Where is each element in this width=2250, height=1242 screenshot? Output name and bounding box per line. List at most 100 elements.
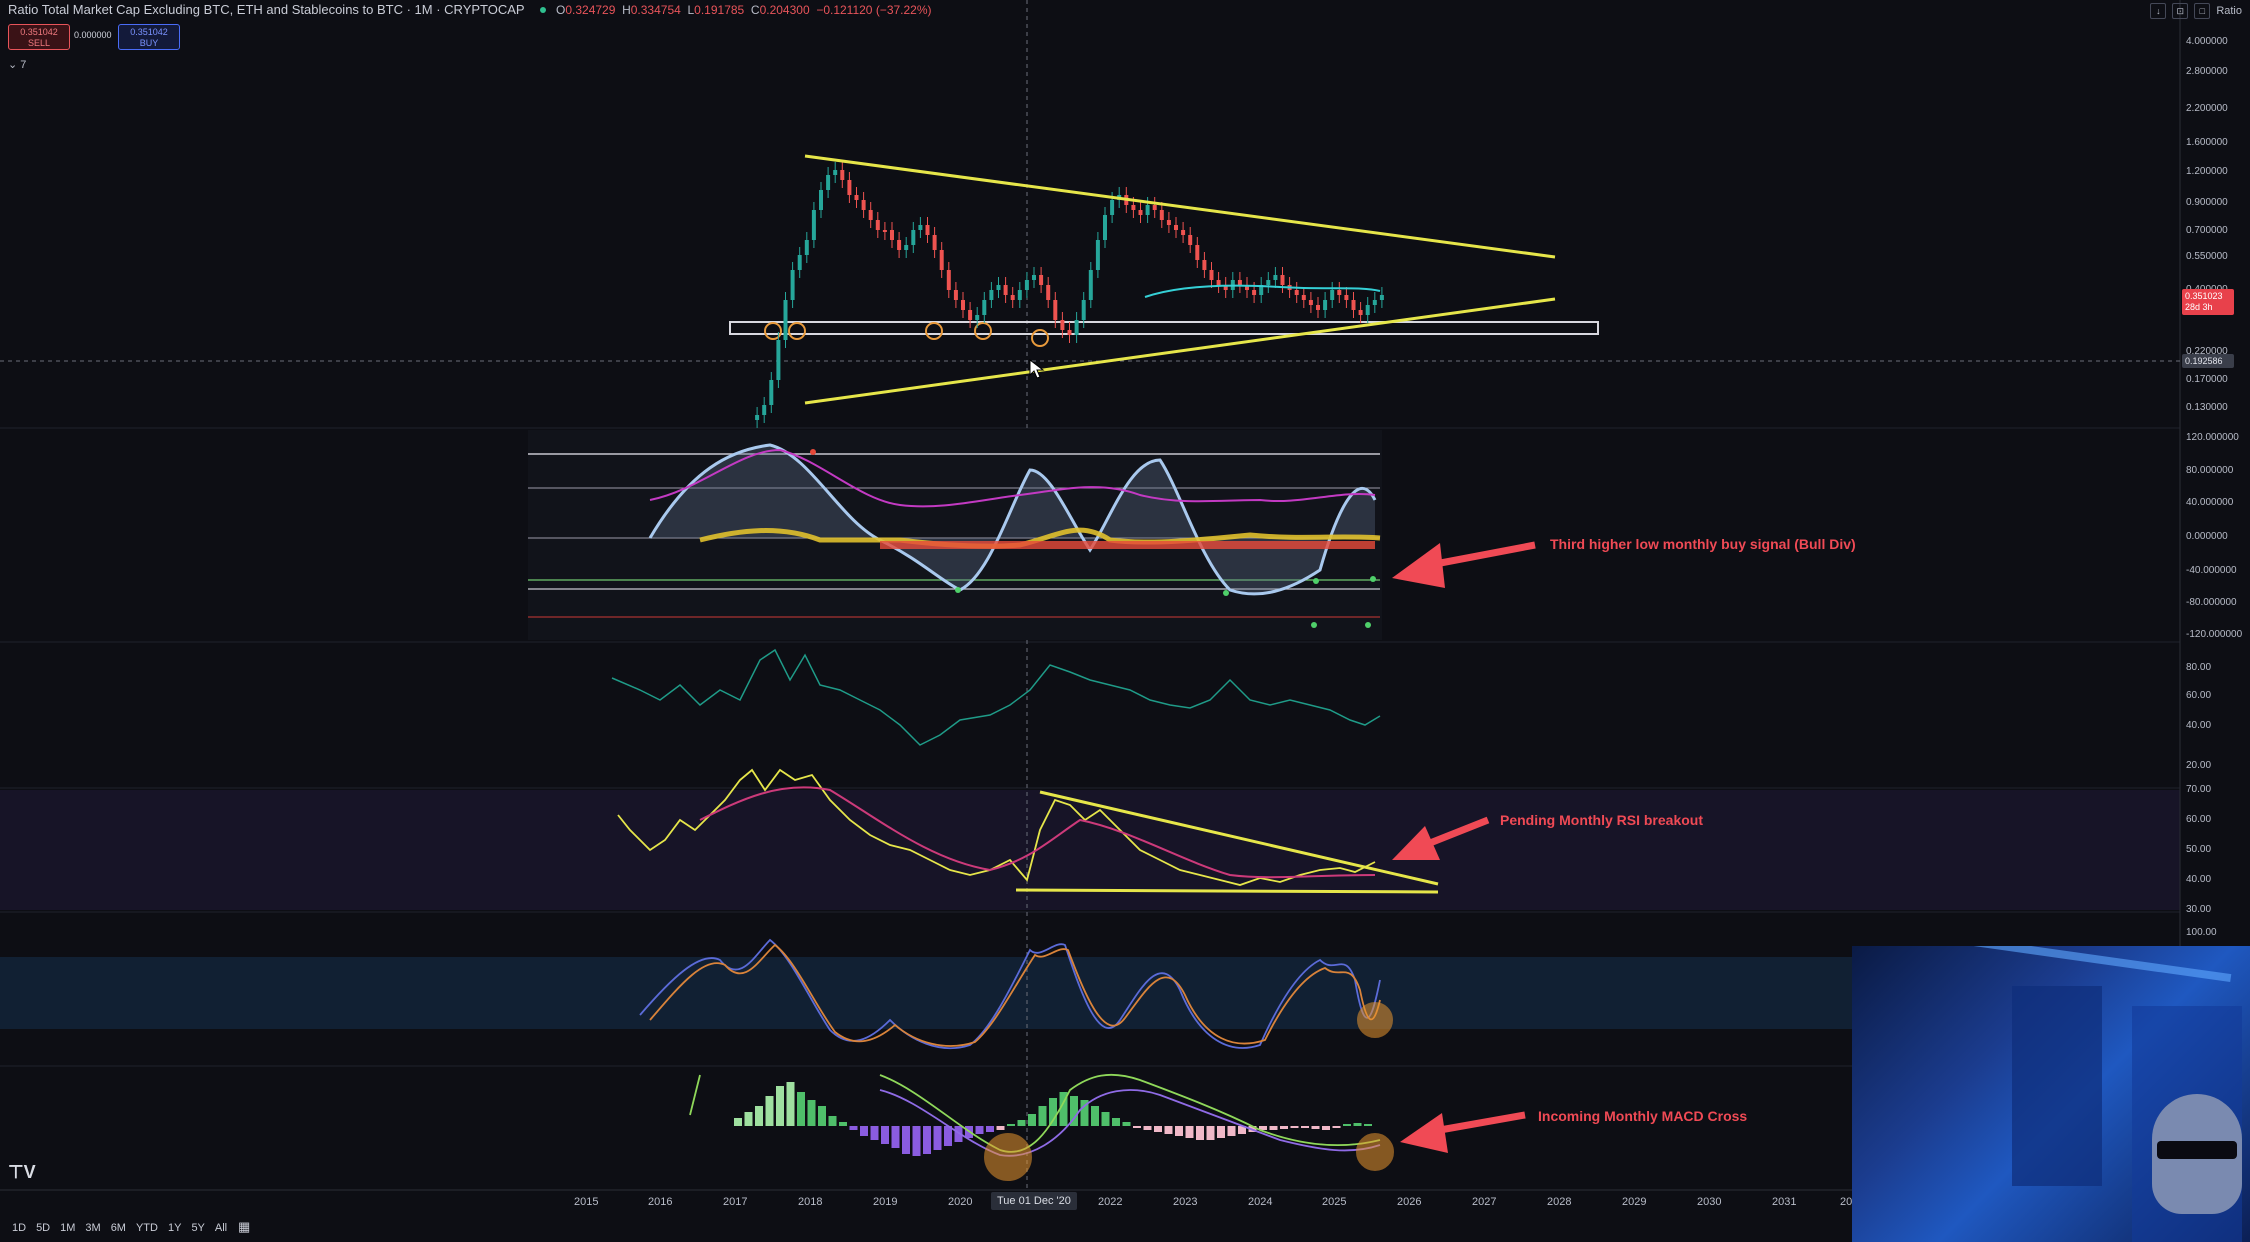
candle — [811, 210, 816, 240]
candle — [1195, 245, 1200, 260]
candle — [790, 270, 795, 300]
macd-bar — [1364, 1124, 1372, 1126]
support-touch-marker — [1031, 329, 1049, 347]
candle — [1138, 210, 1143, 215]
chart-title[interactable]: Ratio Total Market Cap Excluding BTC, ET… — [8, 2, 525, 17]
candle — [1316, 305, 1320, 310]
last-price-tag: 0.351023 28d 3h — [2182, 289, 2234, 315]
support-touch-marker — [925, 322, 943, 340]
time-axis-label: 2031 — [1772, 1196, 1797, 1208]
candle — [833, 170, 838, 175]
timeframe-6m[interactable]: 6M — [110, 1222, 126, 1234]
macd-bar — [1227, 1126, 1236, 1136]
candle — [1024, 280, 1029, 290]
macd-bar — [870, 1126, 879, 1140]
macd-bar — [902, 1126, 910, 1154]
download-icon[interactable]: ↓ — [2150, 3, 2167, 19]
candle — [1088, 270, 1093, 300]
macd-bar — [1259, 1126, 1267, 1130]
candle — [946, 270, 951, 290]
indicator-axis-label: 80.00 — [2186, 662, 2212, 673]
candle — [1294, 290, 1299, 295]
candle — [953, 290, 958, 300]
osc2-line — [611, 648, 1381, 746]
candle — [840, 170, 845, 180]
timeframe-1m[interactable]: 1M — [60, 1222, 76, 1234]
macd-bar — [1280, 1126, 1288, 1129]
timeframe-all[interactable]: All — [214, 1222, 228, 1234]
sell-button[interactable]: 0.351042 SELL — [8, 24, 70, 50]
camera-icon[interactable]: ⊡ — [2172, 3, 2189, 19]
macd-bar — [1322, 1126, 1330, 1130]
candle — [1266, 280, 1271, 285]
calendar-range-icon[interactable]: ▦ — [238, 1219, 251, 1234]
candle — [1202, 260, 1207, 270]
macd-bar — [1143, 1126, 1152, 1130]
macd-bar — [1122, 1122, 1131, 1126]
timeframe-5d[interactable]: 5D — [36, 1222, 51, 1234]
arrow-rsi-icon — [1423, 816, 1490, 849]
candle — [1372, 300, 1377, 305]
macd-bar — [1133, 1126, 1141, 1128]
candle — [1280, 275, 1285, 285]
macd-bar — [1175, 1126, 1183, 1136]
candle — [755, 415, 760, 420]
macd-bar — [1049, 1098, 1057, 1126]
tradingview-logo-icon[interactable]: ⊤V — [8, 1162, 36, 1182]
crosshair-price-tag: 0.192586 — [2182, 354, 2234, 368]
timeframe-1d[interactable]: 1D — [12, 1222, 27, 1234]
candle — [861, 200, 866, 210]
candle — [939, 250, 944, 270]
rsi-trendline — [1039, 790, 1439, 886]
time-axis-label: 2027 — [1472, 1196, 1497, 1208]
price-axis-label: 1.200000 — [2186, 166, 2228, 177]
timeframe-ytd[interactable]: YTD — [135, 1222, 158, 1234]
indicator-axis-label: 80.000000 — [2186, 465, 2234, 476]
candle — [1174, 225, 1178, 230]
price-axis-label: 0.900000 — [2186, 197, 2228, 208]
macd-bar — [975, 1126, 984, 1134]
macd-bar — [944, 1126, 952, 1146]
timeframe-1y[interactable]: 1Y — [167, 1222, 182, 1234]
candle — [1209, 270, 1214, 280]
market-status-icon — [540, 7, 546, 13]
stoch-d-line — [649, 943, 1381, 1047]
candle — [1245, 285, 1249, 290]
price-axis-label: 2.800000 — [2186, 66, 2228, 77]
candle — [1039, 275, 1044, 285]
macd-bar — [996, 1126, 1005, 1130]
indicator-axis-label: 20.00 — [2186, 760, 2212, 771]
macd-bar — [860, 1126, 868, 1136]
timeframe-5y[interactable]: 5Y — [191, 1222, 205, 1234]
candle — [1032, 275, 1036, 280]
timeframe-selector: 1D 5D 1M 3M 6M YTD 1Y 5Y All — [12, 1222, 227, 1234]
indicator-axis-label: -120.000000 — [2186, 629, 2243, 640]
rsi-line — [617, 768, 1376, 886]
candle — [1046, 285, 1051, 300]
macd-bar — [765, 1096, 774, 1126]
candle — [890, 230, 894, 240]
candle — [1237, 280, 1242, 285]
buy-button[interactable]: 0.351042 BUY — [118, 24, 180, 50]
money-flow-area — [699, 527, 1381, 549]
scale-label[interactable]: Ratio — [2216, 5, 2242, 17]
candle — [1181, 230, 1186, 235]
price-axis-label: 0.220000 — [2186, 346, 2228, 357]
rsi-ma-line — [699, 786, 1376, 879]
macd-bar — [891, 1126, 900, 1148]
fullscreen-icon[interactable]: □ — [2194, 3, 2211, 19]
timeframe-3m[interactable]: 3M — [85, 1222, 101, 1234]
time-axis-label: 2015 — [574, 1196, 599, 1208]
chart-controls: ↓ ⊡ □ Ratio — [2150, 3, 2242, 19]
time-axis-label: 2025 — [1322, 1196, 1347, 1208]
candle — [762, 405, 767, 415]
time-axis-label: 2020 — [948, 1196, 973, 1208]
indicators-toggle[interactable]: ⌄ 7 — [8, 59, 27, 71]
candle — [1017, 290, 1022, 300]
macd-bar — [1038, 1106, 1047, 1126]
candle — [1358, 310, 1363, 315]
time-axis-label: 2016 — [648, 1196, 673, 1208]
candle — [1159, 210, 1164, 220]
candle — [982, 300, 987, 315]
